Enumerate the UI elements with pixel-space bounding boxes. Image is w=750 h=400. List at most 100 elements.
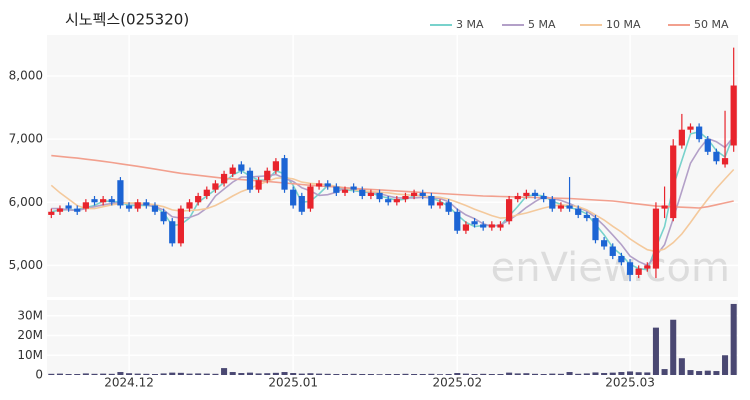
- volume-bar: [661, 369, 668, 375]
- candle-body: [298, 195, 305, 212]
- candle-body: [678, 129, 685, 146]
- volume-bar: [238, 373, 245, 375]
- volume-bar: [592, 372, 599, 375]
- volume-bar: [100, 373, 107, 375]
- y-tick-label: 20M: [17, 328, 43, 342]
- y-tick-label: 0: [35, 368, 43, 382]
- candle-body: [410, 192, 418, 196]
- candle-body: [324, 183, 331, 187]
- legend-label: 50 MA: [694, 18, 729, 31]
- volume-bar: [212, 373, 219, 375]
- volume-bar: [298, 373, 305, 375]
- candle-body: [393, 199, 400, 203]
- candle-body: [91, 199, 98, 203]
- candle-body: [609, 246, 616, 256]
- candle-body: [462, 224, 470, 231]
- candle-body: [74, 208, 81, 212]
- volume-bar: [281, 372, 288, 375]
- candle-body: [143, 202, 150, 206]
- ma-line: [50, 168, 735, 253]
- volume-panel: [47, 300, 738, 375]
- volume-bar: [644, 372, 651, 375]
- candle-body: [186, 202, 193, 209]
- volume-bar: [454, 373, 461, 375]
- volume-bar: [324, 373, 331, 375]
- volume-bar: [186, 373, 193, 375]
- candle-body: [220, 173, 228, 184]
- volume-bar: [350, 373, 357, 375]
- candle-body: [255, 180, 262, 190]
- volume-bar: [566, 372, 573, 375]
- candle-body: [592, 218, 599, 241]
- volume-bar: [134, 373, 141, 375]
- volume-bar: [549, 373, 556, 375]
- y-tick-label: 30M: [17, 308, 43, 322]
- volume-bar: [428, 373, 435, 375]
- volume-bar: [272, 372, 279, 375]
- volume-bar: [722, 355, 729, 375]
- ma-line: [51, 136, 735, 267]
- volume-bar: [471, 374, 478, 375]
- legend: 3 MA 5 MA 10 MA 50 MA: [430, 18, 729, 31]
- volume-bar: [436, 374, 444, 375]
- candle-body: [523, 192, 530, 196]
- volume-bar: [488, 374, 495, 375]
- volume-bar: [540, 374, 547, 375]
- candle-body: [177, 208, 184, 244]
- volume-bar: [376, 374, 383, 375]
- volume-bar: [627, 371, 634, 375]
- candle-body: [307, 186, 314, 209]
- candle-body: [125, 205, 133, 209]
- volume-bar: [48, 373, 55, 375]
- price-panel: [47, 35, 738, 297]
- candle-body: [82, 202, 89, 209]
- volume-bar: [65, 374, 72, 375]
- x-tick-label: 2024.12: [104, 376, 154, 390]
- y-tick-label: 6,000: [9, 195, 43, 209]
- volume-bar: [497, 374, 504, 375]
- candle-body: [471, 221, 478, 225]
- x-tick-label: 2025.03: [605, 376, 655, 390]
- candle-body: [514, 195, 521, 200]
- volume-bar: [506, 372, 513, 375]
- candle-body: [583, 214, 590, 219]
- volume-bar: [246, 372, 254, 375]
- candle-body: [436, 202, 444, 206]
- candle-body: [195, 195, 202, 203]
- legend-label: 3 MA: [456, 18, 484, 31]
- candle-body: [238, 164, 245, 171]
- candle-body: [272, 161, 280, 171]
- ma-line: [51, 154, 734, 209]
- candle-body: [428, 195, 435, 206]
- candle-body: [601, 240, 608, 247]
- candle-body: [566, 205, 573, 209]
- volume-bar: [341, 374, 349, 375]
- candle-body: [264, 170, 271, 181]
- candle-body: [108, 199, 115, 203]
- candle-body: [505, 199, 513, 222]
- volume-bar: [108, 373, 115, 375]
- volume-bar: [445, 374, 452, 375]
- volume-bar: [704, 370, 711, 375]
- y-tick-label: 8,000: [9, 69, 43, 83]
- volume-bar: [575, 373, 582, 375]
- candle-body: [730, 85, 737, 146]
- volume-bar: [411, 374, 418, 375]
- candle-body: [575, 208, 582, 215]
- candle-body: [65, 205, 72, 209]
- candle-body: [246, 170, 254, 190]
- candle-body: [670, 145, 677, 219]
- volume-bar: [618, 372, 625, 375]
- candle-body: [385, 199, 392, 203]
- volume-bar: [56, 373, 63, 375]
- candle-body: [229, 167, 236, 174]
- candle-body: [557, 205, 565, 209]
- volume-bar: [531, 373, 539, 375]
- volume-bar: [255, 373, 262, 375]
- candle-body: [315, 183, 323, 187]
- candle-body: [687, 126, 694, 130]
- volume-bar: [359, 374, 366, 375]
- legend-label: 5 MA: [528, 18, 556, 31]
- candle-body: [713, 151, 720, 162]
- candle-body: [48, 211, 55, 215]
